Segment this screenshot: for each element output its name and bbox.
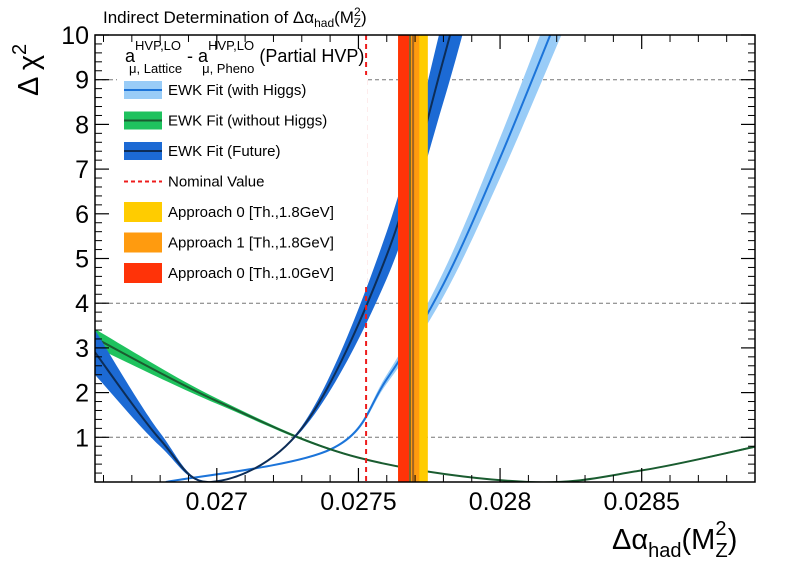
y-tick-label: 8 [75, 111, 89, 139]
x-tick-label: 0.028 [469, 488, 532, 516]
legend-label: Approach 0 [Th.,1.8GeV] [168, 204, 334, 221]
legend-swatch [124, 263, 162, 283]
x-tick-label: 0.0275 [320, 488, 396, 516]
y-axis-label: Δ χ2 [9, 44, 45, 96]
x-axis-label: Δαhad(M2 Z) [612, 518, 737, 562]
axis-ticks: 1 2 3 4 5 6 7 8 9 10 0.027 0.0275 0.028 0.0285 [61, 22, 756, 516]
legend: EWK Fit (with Higgs) EWK Fit (without Hig… [117, 75, 367, 285]
y-tick-label: 10 [61, 22, 89, 50]
approach-band-2 [398, 35, 411, 482]
y-tick-label: 5 [75, 246, 89, 274]
legend-label: Approach 0 [Th.,1.0GeV] [168, 265, 334, 282]
legend-label: EWK Fit (Future) [168, 143, 281, 160]
legend-swatch [124, 202, 162, 222]
plot-area [95, 35, 755, 482]
legend-label: EWK Fit (without Higgs) [168, 113, 327, 130]
band-ewk-fit-future-line [95, 35, 452, 482]
y-tick-label: 6 [75, 201, 89, 229]
x-tick-label: 0.0285 [603, 488, 679, 516]
chart-subtitle: aHVP,LO μ, Lattice - aHVP,LO μ, Pheno (Par… [125, 38, 364, 76]
legend-label: Nominal Value [168, 174, 264, 191]
y-tick-label: 9 [75, 67, 89, 95]
y-tick-label: 1 [75, 424, 89, 452]
y-tick-label: 3 [75, 335, 89, 363]
y-tick-label: 4 [75, 290, 89, 318]
legend-label: EWK Fit (with Higgs) [168, 82, 306, 99]
legend-swatch [124, 232, 162, 253]
chart-title: Indirect Determination of Δαhad(M2 Z) [103, 5, 367, 30]
legend-label: Approach 1 [Th.,1.8GeV] [168, 235, 334, 252]
band-ewk-fit-future [95, 35, 463, 482]
y-tick-label: 7 [75, 156, 89, 184]
x-tick-label: 0.027 [186, 488, 249, 516]
y-tick-label: 2 [75, 380, 89, 408]
